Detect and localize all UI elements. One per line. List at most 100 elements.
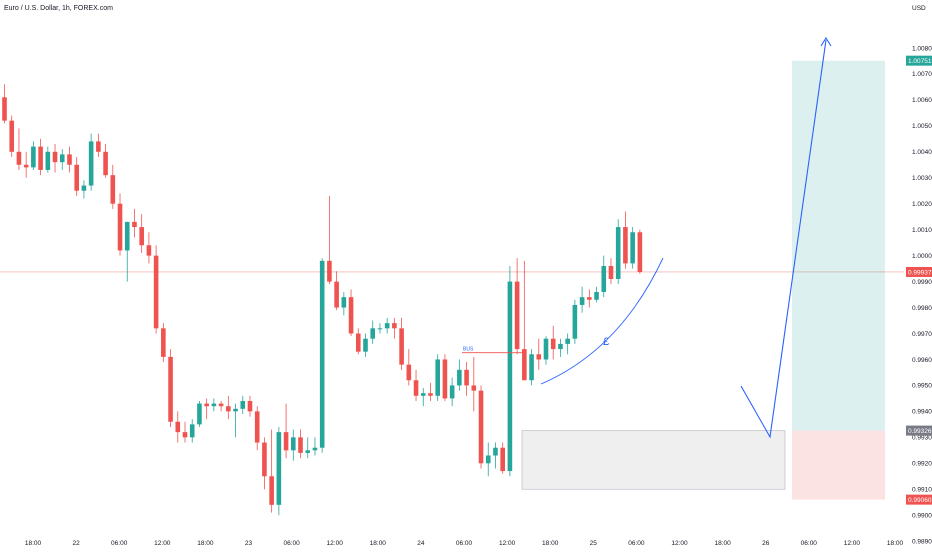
y-tick-label: 1.00800: [912, 45, 932, 52]
x-tick-label: 12:00: [327, 540, 344, 547]
y-tick-label: 1.00200: [912, 201, 932, 208]
candle-body: [536, 354, 542, 360]
loss-zone: [792, 430, 885, 500]
x-tick-label: 18:00: [714, 540, 731, 547]
candle-body: [117, 203, 123, 251]
candle-body: [457, 369, 462, 386]
candle-body: [218, 403, 224, 407]
candle-body: [341, 297, 347, 308]
candle-body: [615, 227, 621, 279]
candle-body: [464, 369, 469, 386]
candle-body: [110, 175, 116, 204]
candle-body: [442, 359, 448, 399]
candle-body: [103, 151, 108, 176]
target-price-badge-label: 1.00751: [908, 58, 932, 65]
candle-body: [485, 455, 491, 464]
candle-body: [88, 141, 94, 186]
candle-body: [529, 354, 534, 381]
candle-body: [182, 432, 188, 438]
candle-body: [370, 328, 376, 339]
x-tick-label: 06:00: [456, 540, 473, 547]
current-price-badge-label: 0.99937: [908, 269, 932, 276]
y-tick-label: 1.00400: [912, 149, 932, 156]
candle-body: [392, 323, 397, 329]
candle-body: [132, 221, 137, 228]
candle-body: [399, 328, 404, 365]
candle-body: [420, 393, 426, 396]
stop-price-badge-label: 0.99060: [908, 497, 932, 504]
candle-body: [478, 390, 484, 464]
candle-body: [254, 411, 260, 443]
candle-body: [153, 255, 159, 329]
candle-body: [197, 403, 202, 425]
candle-body: [45, 151, 51, 170]
y-tick-label: 1.00100: [912, 227, 932, 234]
y-tick-label: 1.00500: [912, 123, 932, 130]
candle-body: [637, 232, 643, 272]
candle-body: [334, 281, 339, 308]
candle-body: [298, 437, 303, 453]
candle-body: [543, 338, 549, 360]
candle-body: [319, 260, 325, 448]
candle-body: [565, 338, 570, 344]
candle-body: [2, 97, 7, 121]
x-tick-label: 18:00: [370, 540, 387, 547]
candle-body: [81, 185, 87, 191]
candle-body: [38, 146, 43, 170]
candle-body: [23, 164, 29, 168]
candle-body: [124, 221, 130, 251]
y-tick-label: 1.00700: [912, 71, 932, 78]
candle-body: [305, 450, 311, 453]
candle-body: [204, 403, 209, 407]
candle-body: [630, 232, 635, 264]
candle-body: [139, 227, 144, 246]
trend-curve: [540, 257, 664, 385]
x-tick-label: 18:00: [25, 540, 42, 547]
y-tick-label: 1.00600: [912, 97, 932, 104]
x-tick-label: 18:00: [887, 540, 904, 547]
candle-body: [428, 393, 433, 396]
x-tick-label: 25: [590, 540, 598, 547]
bus-label: BUS: [463, 347, 474, 353]
projection-path: [740, 39, 827, 439]
x-tick-label: 18:00: [197, 540, 214, 547]
candle-body: [146, 245, 152, 256]
candle-body: [31, 146, 36, 168]
stop-price-badge: [906, 494, 932, 505]
candle-body: [74, 164, 79, 191]
candle-body: [226, 406, 231, 412]
x-tick-label: 06:00: [283, 540, 300, 547]
candle-body: [327, 260, 332, 282]
candle-body: [507, 281, 513, 472]
x-tick-label: 18:00: [542, 540, 559, 547]
candle-body: [377, 328, 383, 330]
y-tick-label: 1.00300: [912, 175, 932, 182]
candle-body: [355, 333, 361, 352]
candle-body: [550, 338, 556, 350]
demand-zone: [521, 430, 786, 490]
candle-body: [233, 408, 238, 412]
candle-body: [96, 141, 101, 152]
candle-body: [623, 227, 628, 264]
candle-body: [435, 359, 440, 396]
candle-body: [348, 297, 354, 334]
y-tick-label: 0.98900: [912, 538, 932, 545]
x-tick-label: 12:00: [499, 540, 516, 547]
candle-body: [262, 442, 267, 477]
x-tick-label: 12:00: [154, 540, 171, 547]
candle-body: [601, 266, 607, 292]
candle-body: [471, 385, 477, 391]
candle-body: [587, 297, 592, 300]
candle-body: [406, 364, 412, 381]
